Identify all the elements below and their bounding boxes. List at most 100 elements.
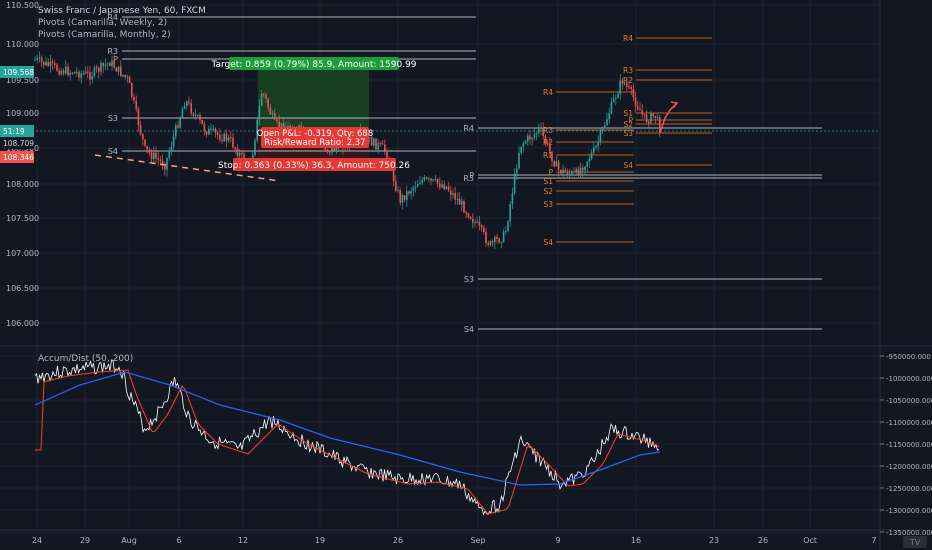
- candle-body: [604, 125, 606, 128]
- price-axis[interactable]: 110.500110.000109.500109.000108.500108.0…: [6, 1, 39, 328]
- pivot-label: R2: [623, 76, 633, 85]
- pivot-label: R3: [107, 47, 118, 56]
- candle-body: [205, 131, 208, 135]
- time-tick-label: 23: [709, 536, 719, 545]
- candle-body: [333, 146, 335, 151]
- candle-body: [610, 101, 613, 114]
- candle-body: [177, 125, 179, 128]
- candle-body: [626, 83, 628, 87]
- candle-body: [476, 221, 478, 223]
- candle-body: [652, 112, 654, 116]
- candle-body: [597, 141, 599, 146]
- osc-axis[interactable]: -950000.000 -1000000.000 -1050000.000 -1100…: [880, 353, 932, 537]
- candle-body: [137, 108, 140, 126]
- pivot-label: R3: [463, 174, 474, 183]
- candle-body: [179, 117, 181, 128]
- price-tick-label: 108.000: [6, 180, 39, 189]
- candle-body: [615, 97, 617, 99]
- time-tick-label: 26: [758, 536, 768, 545]
- candle-body: [271, 113, 274, 115]
- candle-body: [401, 195, 404, 203]
- candle-body: [260, 93, 263, 106]
- time-tick-label: 7: [871, 536, 876, 545]
- pnl-label[interactable]: Open P&L: -0.319, Qty: 688 Risk/Reward R…: [257, 127, 374, 148]
- candle-body: [577, 168, 580, 176]
- time-tick-label: 6: [176, 536, 181, 545]
- candle-body: [69, 72, 71, 76]
- candle-body: [384, 144, 386, 151]
- candle-body: [256, 119, 258, 141]
- candle-body: [564, 169, 566, 172]
- candle-body: [483, 227, 485, 232]
- candle-body: [491, 240, 494, 243]
- candle-body: [463, 201, 465, 213]
- candle-body: [524, 141, 527, 144]
- trendline[interactable]: [94, 154, 281, 182]
- candle-body: [375, 138, 377, 150]
- candle-body: [146, 145, 148, 150]
- price-badges: 109.568 51:19 108.709 108.346: [0, 66, 34, 163]
- pnl-text: Open P&L: -0.319, Qty: 688: [257, 129, 374, 139]
- candle-body: [659, 117, 661, 133]
- candle-body: [568, 173, 571, 176]
- accum-dist-pane[interactable]: [34, 359, 661, 516]
- candle-body: [399, 190, 401, 203]
- candle-body: [496, 236, 498, 239]
- time-tick-label: 19: [315, 536, 325, 545]
- pivot-label: S1: [543, 177, 553, 186]
- candle-body: [135, 100, 137, 109]
- candle-body: [197, 115, 199, 117]
- candle-body: [436, 179, 439, 184]
- candlesticks[interactable]: [34, 51, 661, 249]
- pivot-label: R3: [623, 66, 633, 75]
- candle-body: [637, 106, 639, 110]
- candle-body: [601, 127, 604, 131]
- candle-body: [590, 152, 593, 159]
- candle-body: [115, 67, 118, 72]
- candle-body: [648, 121, 650, 123]
- time-tick-label: 26: [393, 536, 403, 545]
- pivot-label: S1: [623, 109, 633, 118]
- candle-body: [223, 133, 225, 142]
- pivot-label: R2: [543, 138, 553, 147]
- pivot-label: P: [548, 168, 553, 177]
- candle-body: [379, 143, 382, 145]
- target-label[interactable]: Target: 0.859 (0.79%) 85.9, Amount: 1590…: [210, 57, 417, 70]
- candle-body: [221, 139, 223, 142]
- arrowhead-icon: [670, 101, 679, 109]
- stop-text: Stop: 0.363 (0.33%) 36.3, Amount: 750.26: [218, 161, 410, 171]
- candle-body: [87, 71, 89, 73]
- price-tick-label: 107.000: [6, 249, 39, 258]
- candle-body: [157, 158, 159, 160]
- candle-body: [98, 67, 100, 72]
- pivot-label: S4: [623, 161, 633, 170]
- candle-body: [586, 161, 588, 167]
- candle-body: [445, 186, 448, 189]
- pivot-label: P: [113, 55, 118, 64]
- candle-body: [502, 231, 505, 243]
- candle-body: [381, 143, 384, 145]
- candle-body: [373, 138, 375, 146]
- candle-body: [474, 222, 476, 224]
- candle-body: [518, 152, 520, 169]
- candle-body: [172, 136, 175, 147]
- candle-body: [58, 70, 60, 75]
- candle-body: [617, 93, 619, 98]
- candle-body: [478, 221, 481, 226]
- candle-body: [632, 88, 635, 98]
- candle-body: [434, 179, 437, 181]
- candle-body: [450, 190, 452, 195]
- candle-body: [535, 133, 538, 135]
- candle-body: [465, 212, 467, 214]
- candle-body: [575, 168, 577, 173]
- candle-body: [326, 149, 329, 151]
- candle-body: [546, 143, 549, 145]
- candle-body: [60, 70, 63, 75]
- stop-label[interactable]: Stop: 0.363 (0.33%) 36.3, Amount: 750.26: [218, 158, 410, 171]
- time-axis[interactable]: 24 29 Aug 6 12 19 26 Sep 9 16 23 26 Oct 7: [32, 536, 877, 545]
- candle-body: [109, 63, 111, 67]
- candle-body: [452, 193, 454, 195]
- time-tick-label: 9: [555, 536, 560, 545]
- candle-body: [80, 73, 82, 78]
